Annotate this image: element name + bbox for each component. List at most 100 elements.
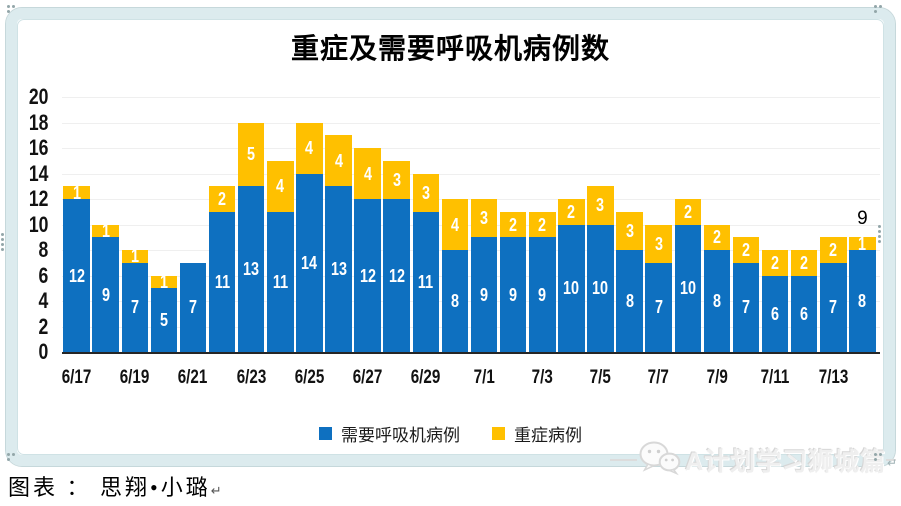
severe-value-label: 2 [771, 252, 780, 273]
ventilator-segment: 12 [63, 199, 90, 352]
ventilator-value-label: 5 [159, 310, 168, 331]
ventilator-value-label: 11 [214, 271, 230, 292]
bar-6/24: 11 4 [267, 97, 294, 352]
bar-6/25: 14 4 [296, 97, 323, 352]
resize-handle-top-left[interactable] [6, 4, 16, 14]
severe-value-label: 4 [276, 176, 285, 197]
severe-segment: 2 [208, 186, 236, 212]
ventilator-value-label: 6 [800, 303, 809, 324]
ventilator-value-label: 12 [388, 265, 405, 286]
ventilator-value-label: 13 [243, 259, 260, 280]
severe-value-label: 3 [421, 182, 430, 203]
resize-handle-bottom-right[interactable] [873, 452, 883, 462]
severe-segment: 3 [616, 211, 643, 250]
watermark-left-line [610, 459, 638, 461]
ventilator-segment: 10 [587, 224, 614, 352]
y-tick-label: 0 [38, 339, 48, 364]
ventilator-segment: 11 [412, 211, 440, 352]
severe-value-label: 2 [742, 240, 751, 260]
severe-value-label: 1 [130, 246, 139, 267]
severe-segment: 2 [761, 250, 789, 276]
x-tick-label: 6/19 [119, 367, 150, 388]
severe-value-label: 4 [363, 163, 372, 184]
ventilator-segment: 11 [208, 211, 236, 352]
severe-segment: 3 [412, 173, 440, 212]
severe-segment: 2 [499, 211, 527, 238]
severe-segment: 4 [296, 122, 323, 174]
bar-6/17: 12 1 [63, 97, 90, 352]
bar-6/23: 13 5 [237, 97, 265, 352]
ventilator-value-label: 10 [679, 278, 696, 299]
x-tick-label: 7/9 [706, 367, 728, 388]
caption-text: 图表 ： 思翔•小璐 [8, 475, 211, 500]
ventilator-value-label: 9 [101, 284, 110, 305]
y-tick-label: 14 [28, 160, 48, 186]
bar-6/22: 11 2 [208, 97, 236, 352]
ventilator-value-label: 14 [301, 252, 318, 273]
severe-segment: 4 [441, 199, 469, 250]
severe-segment: 1 [121, 246, 149, 267]
y-tick-label: 8 [38, 237, 48, 262]
resize-handle-right[interactable] [877, 224, 882, 244]
watermark-text: A计划学习狮城篇 [685, 448, 887, 476]
ventilator-value-label: 8 [450, 291, 459, 311]
severe-value-label: 5 [247, 144, 256, 165]
resize-handle-top-right[interactable] [873, 4, 883, 14]
legend-item-ventilator: 需要呼吸机病例 [319, 421, 460, 446]
ventilator-segment: 7 [645, 262, 672, 352]
y-tick-label: 4 [38, 288, 48, 313]
paragraph-mark-after-object: ↵ [887, 456, 898, 470]
severe-segment: 2 [820, 237, 847, 263]
severe-segment: 3 [470, 199, 498, 238]
ventilator-segment: 6 [790, 275, 818, 352]
ventilator-segment: 7 [179, 262, 207, 352]
ventilator-segment: 10 [674, 224, 702, 352]
severe-segment: 2 [674, 199, 702, 225]
chart-object-frame[interactable] [5, 7, 896, 467]
gridline [62, 122, 880, 124]
ventilator-segment: 8 [441, 250, 469, 352]
ventilator-segment: 9 [92, 237, 119, 352]
y-tick-label: 16 [28, 135, 48, 160]
severe-value-label: 2 [712, 227, 721, 248]
severe-value-label: 2 [683, 201, 692, 222]
x-tick-label: 7/13 [818, 367, 849, 388]
bar-7/4: 10 2 [558, 97, 585, 352]
ventilator-value-label: 12 [359, 265, 376, 286]
severe-segment: 2 [703, 224, 731, 250]
severe-value-label: 1 [159, 271, 168, 292]
ventilator-segment: 11 [267, 211, 294, 352]
y-tick-label: 10 [28, 211, 48, 237]
ventilator-value-label: 7 [188, 297, 197, 318]
gridline [62, 97, 880, 98]
x-tick-label: 6/23 [236, 367, 266, 388]
resize-handle-left[interactable] [0, 232, 5, 252]
bar-6/29: 11 3 [412, 97, 440, 352]
resize-handle-bottom-left[interactable] [6, 452, 16, 462]
watermark-right-line [886, 459, 896, 461]
ventilator-segment: 9 [470, 237, 498, 352]
ventilator-value-label: 11 [418, 271, 434, 292]
ventilator-value-label: 9 [538, 284, 547, 305]
bar-7/8: 10 2 [674, 97, 702, 352]
ventilator-value-label: 7 [654, 297, 663, 318]
bar-6/27: 12 4 [354, 97, 381, 352]
ventilator-value-label: 10 [592, 278, 609, 299]
ventilator-segment: 5 [150, 288, 178, 352]
severe-value-label: 4 [305, 138, 314, 158]
severe-segment: 3 [645, 224, 672, 263]
x-tick-label: 6/25 [294, 367, 325, 388]
severe-value-label: 4 [334, 150, 343, 171]
severe-segment: 1 [92, 222, 119, 240]
severe-segment: 2 [790, 250, 818, 276]
severe-value-label: 3 [392, 169, 401, 190]
severe-value-label: 2 [509, 214, 518, 235]
ventilator-value-label: 8 [712, 291, 721, 311]
ventilator-segment: 12 [383, 199, 410, 352]
ventilator-value-label: 8 [858, 291, 867, 311]
legend-label-severe: 重症病例 [514, 426, 582, 445]
